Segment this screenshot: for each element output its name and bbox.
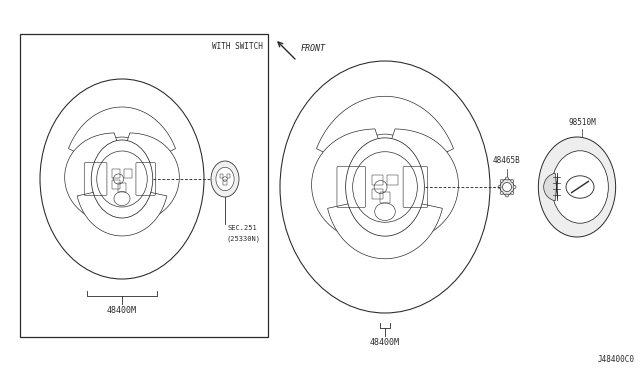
Polygon shape (127, 133, 179, 223)
Circle shape (506, 177, 509, 180)
Circle shape (506, 194, 509, 197)
Polygon shape (392, 129, 458, 243)
Text: 98510M: 98510M (568, 118, 596, 127)
Bar (372, 174, 383, 185)
Polygon shape (68, 107, 175, 161)
Circle shape (500, 179, 503, 183)
Ellipse shape (538, 137, 616, 237)
Polygon shape (317, 96, 454, 165)
Polygon shape (77, 192, 167, 236)
Polygon shape (328, 203, 442, 259)
Bar (124, 169, 132, 177)
Circle shape (498, 186, 501, 189)
Polygon shape (312, 129, 379, 243)
Ellipse shape (92, 140, 153, 218)
Circle shape (511, 192, 514, 195)
Polygon shape (65, 133, 117, 223)
Bar (220, 174, 223, 178)
Bar (372, 189, 383, 199)
Bar (118, 183, 126, 192)
Bar (380, 192, 390, 203)
Bar (223, 180, 227, 185)
Text: FRONT: FRONT (301, 44, 326, 53)
Polygon shape (544, 173, 557, 201)
Ellipse shape (500, 179, 514, 195)
Ellipse shape (216, 167, 234, 191)
Text: 48465B: 48465B (493, 156, 521, 165)
Text: SEC.251: SEC.251 (227, 225, 257, 231)
Text: 48400M: 48400M (370, 338, 400, 347)
Circle shape (513, 186, 516, 189)
Bar (112, 180, 120, 189)
Circle shape (500, 192, 503, 195)
Bar (227, 174, 230, 178)
Bar (20, 34, 268, 337)
Text: 48400M: 48400M (107, 306, 137, 315)
Text: WITH SWITCH: WITH SWITCH (212, 42, 263, 51)
Circle shape (511, 179, 514, 183)
Bar (112, 169, 120, 177)
Text: J48400C0: J48400C0 (598, 355, 635, 364)
Ellipse shape (552, 151, 609, 223)
Text: (25330N): (25330N) (227, 235, 261, 241)
Bar (387, 174, 397, 185)
Ellipse shape (346, 138, 424, 236)
Circle shape (502, 183, 511, 192)
Ellipse shape (211, 161, 239, 197)
